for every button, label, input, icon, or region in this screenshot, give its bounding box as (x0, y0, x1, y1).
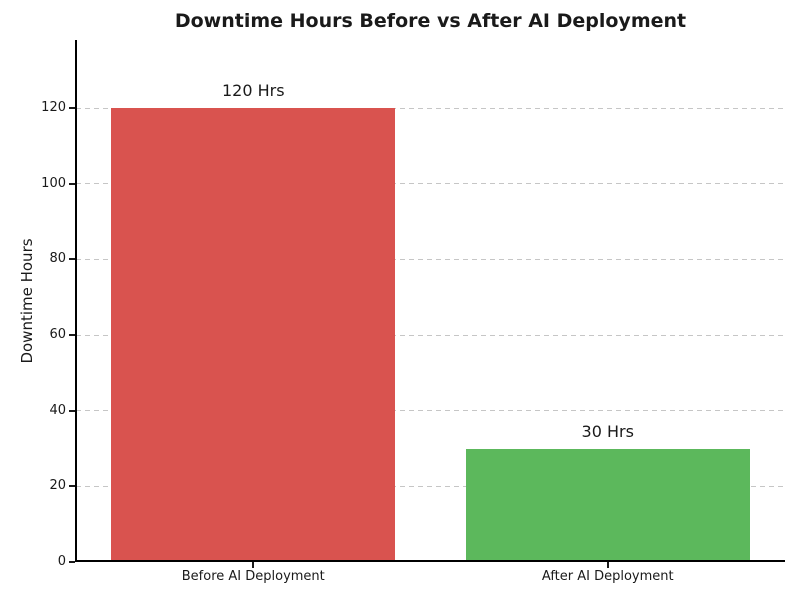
gridline-y-120 (76, 107, 785, 109)
bar-value-label-after: 30 Hrs (581, 421, 634, 441)
ytick-label-60: 60 (49, 327, 66, 343)
ytick-mark-100 (69, 182, 75, 185)
ytick-mark-40 (69, 409, 75, 412)
ytick-mark-80 (69, 258, 75, 261)
gridline-y-80 (76, 258, 785, 260)
ytick-mark-0 (69, 561, 75, 563)
ytick-label-0: 0 (57, 554, 66, 569)
xtick-mark-1 (606, 562, 609, 568)
gridline-y-40 (76, 410, 785, 412)
ytick-mark-120 (69, 107, 75, 110)
gridline-y-20 (76, 485, 785, 487)
x-axis-spine (75, 560, 785, 562)
ytick-label-20: 20 (49, 478, 66, 494)
y-axis-spine (75, 40, 77, 562)
gridline-y-60 (76, 334, 785, 336)
bar-before (111, 108, 396, 562)
bar-after (465, 448, 750, 562)
gridline-y-100 (76, 183, 785, 185)
ytick-mark-60 (69, 334, 75, 337)
xtick-mark-0 (252, 562, 255, 568)
ytick-label-80: 80 (49, 251, 66, 267)
ytick-mark-20 (69, 485, 75, 488)
chart-title: Downtime Hours Before vs After AI Deploy… (174, 10, 687, 32)
ytick-label-100: 100 (41, 175, 66, 191)
xtick-label-0: Before AI Deployment (181, 569, 325, 584)
xtick-label-1: After AI Deployment (541, 569, 674, 584)
ytick-label-120: 120 (41, 100, 66, 116)
bar-value-label-before: 120 Hrs (221, 81, 285, 101)
ytick-label-40: 40 (49, 402, 66, 418)
